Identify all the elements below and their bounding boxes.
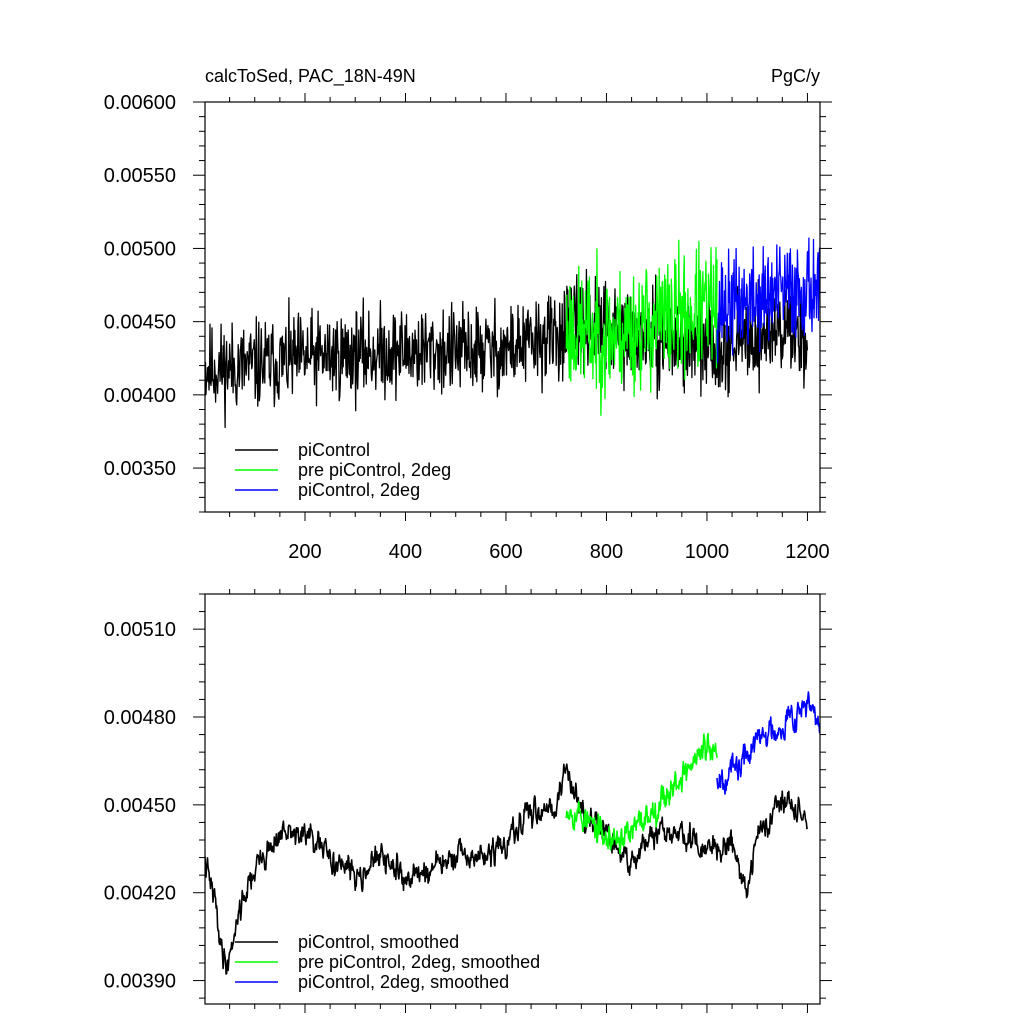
x-tick-label: 600 [489,541,522,563]
y-tick-label: 0.00420 [104,883,176,905]
y-tick-label: 0.00450 [104,795,176,817]
series-group-bottom [205,691,820,975]
axes-bottom: 0.00390 0.00420 0.00450 0.00480 0.00510 [104,585,832,1013]
axes-top: 200 400 600 800 1000 1200 0.00350 0.00400 0.0045… [104,92,832,563]
chart-title: calcToSed, PAC_18N-49N [205,66,416,87]
plot-frame [204,593,821,1005]
y-tick-label: 0.00480 [104,707,176,729]
legend-label: pre piControl, 2deg, smoothed [298,952,540,972]
y-tick-label: 0.00390 [104,971,176,993]
panel-top-raw: calcToSed, PAC_18N-49N PgC/y 200 400 600 80… [104,66,832,563]
y-tick-label: 0.00450 [104,312,176,334]
legend-label: piControl [298,440,370,460]
series-line-0-2 [716,237,820,364]
y-tick-label: 0.00350 [104,458,176,480]
legend-label: pre piControl, 2deg [298,460,451,480]
y-tick-label: 0.00550 [104,165,176,187]
series-line-0-1 [565,239,718,416]
y-tick-label: 0.00600 [104,92,176,114]
x-tick-label: 200 [288,541,321,563]
legend-label: piControl, 2deg [298,480,420,500]
legend-label: piControl, smoothed [298,932,459,952]
series-line-1-0 [205,763,809,975]
panel-bottom-smoothed: 0.00390 0.00420 0.00450 0.00480 0.00510 piCo… [104,585,832,1013]
series-line-1-2 [716,691,820,795]
x-tick-label: 800 [590,541,623,563]
x-tick-label: 400 [389,541,422,563]
x-tick-label: 1000 [685,541,730,563]
y-tick-label: 0.00400 [104,385,176,407]
y-tick-label: 0.00500 [104,238,176,260]
series-line-1-1 [565,732,718,855]
units-label: PgC/y [771,66,820,86]
x-tick-label: 1200 [785,541,830,563]
legend-label: piControl, 2deg, smoothed [298,972,509,992]
series-group-top [205,237,820,429]
y-tick-label: 0.00510 [104,619,176,641]
